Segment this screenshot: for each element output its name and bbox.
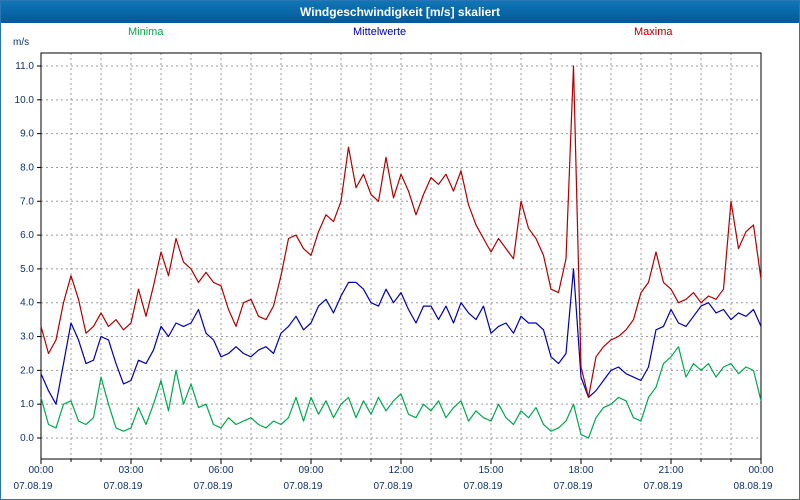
svg-text:07.08.19: 07.08.19: [464, 481, 503, 492]
svg-text:4.0: 4.0: [20, 298, 34, 309]
legend-mittelwerte: Mittelwerte: [353, 26, 407, 38]
svg-text:12:00: 12:00: [388, 465, 413, 476]
svg-text:07.08.19: 07.08.19: [644, 481, 683, 492]
svg-text:0.0: 0.0: [20, 433, 34, 444]
x-axis-labels: 00:00 07.08.19 03:00 07.08.19 06:00 07.08.19 0…: [14, 465, 774, 492]
titlebar: Windgeschwindigkeit [m/s] skaliert: [1, 1, 799, 23]
svg-text:07.08.19: 07.08.19: [14, 481, 53, 492]
chart-legend: Minima Mittelwerte Maxima: [1, 26, 799, 42]
svg-text:07.08.19: 07.08.19: [104, 481, 143, 492]
y-axis-unit-label: m/s: [13, 37, 30, 48]
mittelwerte-series-line: [40, 268, 762, 405]
legend-minima: Minima: [128, 26, 164, 38]
svg-text:11.0: 11.0: [15, 61, 34, 72]
svg-text:09:00: 09:00: [298, 465, 323, 476]
legend-maxima: Maxima: [634, 26, 673, 38]
y-axis-labels: 0.0 1.0 2.0 3.0 4.0 5.0 6.0 7.0 8.0 9.0 10.0 11.0: [15, 61, 35, 444]
svg-text:00:00: 00:00: [28, 465, 53, 476]
wind-speed-chart: 0.0 1.0 2.0 3.0 4.0 5.0 6.0 7.0 8.0 9.0 10.0 11.0 00…: [14, 52, 774, 492]
svg-text:18:00: 18:00: [568, 465, 593, 476]
svg-text:15:00: 15:00: [478, 465, 503, 476]
maxima-series-line: [40, 65, 762, 398]
svg-text:3.0: 3.0: [20, 332, 34, 343]
svg-text:03:00: 03:00: [118, 465, 143, 476]
page-title: Windgeschwindigkeit [m/s] skaliert: [300, 5, 500, 19]
svg-text:07.08.19: 07.08.19: [554, 481, 593, 492]
minima-series-line: [40, 346, 762, 439]
axis-ticks: [37, 65, 762, 464]
svg-text:21:00: 21:00: [658, 465, 683, 476]
svg-text:08.08.19: 08.08.19: [734, 481, 773, 492]
svg-text:07.08.19: 07.08.19: [374, 481, 413, 492]
svg-text:8.0: 8.0: [20, 162, 34, 173]
svg-text:1.0: 1.0: [20, 399, 34, 410]
svg-text:7.0: 7.0: [20, 196, 34, 207]
svg-text:9.0: 9.0: [20, 129, 34, 140]
gridlines: [41, 53, 761, 459]
svg-text:10.0: 10.0: [15, 95, 35, 106]
svg-text:00:00: 00:00: [748, 465, 773, 476]
svg-text:6.0: 6.0: [20, 230, 34, 241]
svg-text:2.0: 2.0: [20, 365, 34, 376]
svg-text:07.08.19: 07.08.19: [284, 481, 323, 492]
svg-text:07.08.19: 07.08.19: [194, 481, 233, 492]
svg-text:5.0: 5.0: [20, 264, 34, 275]
svg-text:06:00: 06:00: [208, 465, 233, 476]
